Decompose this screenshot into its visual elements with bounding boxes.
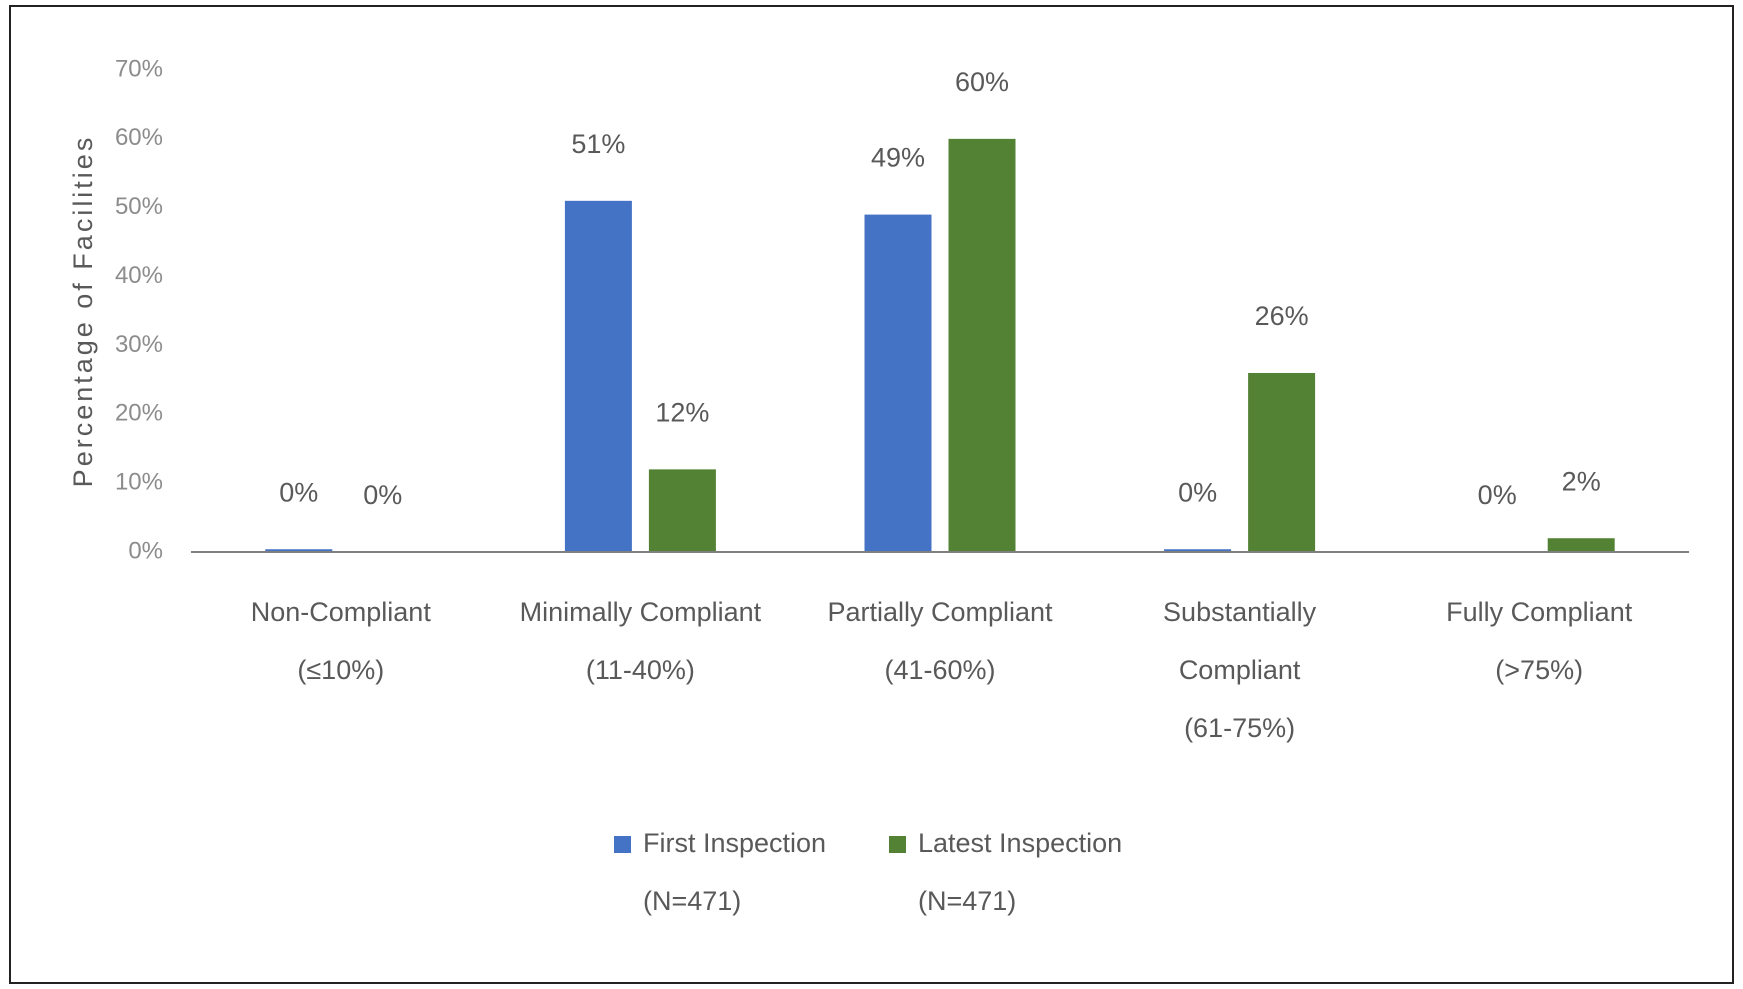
bar: [948, 138, 1016, 552]
x-tick-label: Substantially Compliant (61-75%): [1163, 597, 1317, 743]
bar: [1164, 549, 1232, 552]
value-label: 0%: [279, 477, 318, 507]
y-tick-label: 0%: [128, 537, 163, 564]
value-label: 0%: [363, 480, 402, 510]
bar: [864, 214, 932, 552]
value-label: 12%: [655, 397, 709, 427]
y-tick-label: 20%: [115, 400, 163, 427]
value-label: 49%: [871, 143, 925, 173]
x-tick-label: Fully Compliant (>75%): [1446, 597, 1633, 685]
bar: [265, 549, 333, 552]
value-label: 26%: [1255, 301, 1309, 331]
x-tick-label: Non-Compliant (≤10%): [251, 597, 432, 685]
x-tick-label: Minimally Compliant (11-40%): [520, 597, 762, 685]
bar: [1547, 538, 1615, 552]
y-axis-label: Percentage of Facilities: [68, 135, 98, 488]
y-tick-label: 30%: [115, 331, 163, 358]
value-label: 0%: [1178, 477, 1217, 507]
legend-swatch: [889, 836, 906, 853]
bar: [1248, 372, 1316, 552]
value-label: 60%: [955, 67, 1009, 97]
legend-label: Latest Inspection (N=471): [918, 828, 1122, 916]
y-tick-label: 60%: [115, 124, 163, 151]
value-label: 0%: [1478, 480, 1517, 510]
legend-label: First Inspection (N=471): [643, 828, 826, 916]
bar: [648, 469, 716, 552]
y-tick-label: 40%: [115, 262, 163, 289]
legend-swatch: [614, 836, 631, 853]
y-tick-label: 70%: [115, 55, 163, 82]
y-tick-label: 10%: [115, 468, 163, 495]
bar: [564, 200, 632, 553]
y-tick-label: 50%: [115, 193, 163, 220]
value-label: 2%: [1562, 466, 1601, 496]
x-tick-label: Partially Compliant (41-60%): [827, 597, 1053, 685]
value-label: 51%: [571, 129, 625, 159]
